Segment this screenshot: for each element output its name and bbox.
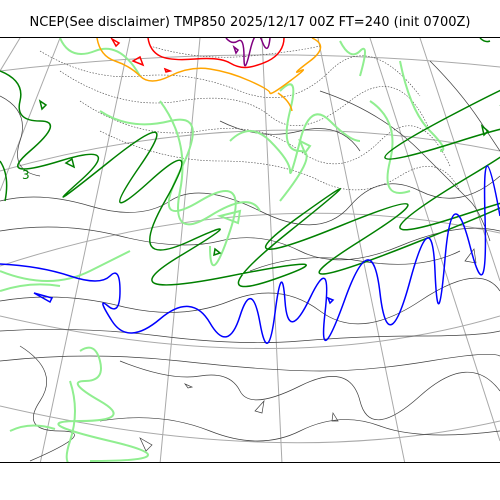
- isotherm-line: [38, 99, 48, 111]
- isotherm-line: [57, 346, 149, 462]
- meridian-line: [317, 38, 406, 462]
- coastline: [249, 250, 461, 272]
- isotherm-line: [99, 110, 237, 267]
- isotherm-line: [0, 165, 500, 344]
- meridian-line: [0, 38, 21, 72]
- coastline: [429, 60, 500, 152]
- isotherm-line: [399, 60, 445, 152]
- meridian-line: [159, 38, 201, 462]
- coastline: [0, 277, 500, 325]
- isotherm-line: [225, 38, 271, 67]
- coastline: [219, 120, 361, 152]
- isotherm-line: [213, 247, 222, 257]
- coastline: [139, 437, 153, 452]
- coastline: [0, 95, 41, 177]
- isotherm-line: [479, 38, 491, 43]
- meridian-line: [419, 38, 500, 282]
- parallel-line: [0, 315, 500, 349]
- parallel-line: [0, 212, 500, 267]
- isotherm-line: [298, 138, 312, 156]
- isotherm-line: [59, 38, 141, 77]
- coastline: [19, 345, 75, 462]
- isotherm-line: [131, 55, 145, 67]
- isotherm-line: [64, 157, 76, 169]
- coastline: [0, 226, 500, 261]
- parallel-line: [0, 129, 500, 172]
- isotherm-red: [110, 38, 285, 73]
- isotherm-line: [369, 100, 411, 194]
- meridian-line: [39, 38, 131, 462]
- meridian-line: [261, 38, 283, 462]
- coastline-layer: [0, 60, 500, 462]
- isotherm-light-green: [0, 38, 445, 462]
- isotherm-line: [65, 380, 76, 462]
- isotherm-line: [216, 209, 242, 225]
- isotherm-line: [279, 83, 308, 202]
- isotherm-purple: [225, 38, 271, 67]
- coastline: [464, 248, 477, 264]
- isotherm-line: [326, 296, 335, 305]
- isotherm-line: [163, 67, 173, 73]
- coastline: [183, 383, 194, 389]
- isotherm-line: [0, 70, 500, 288]
- isotherm-orange: [96, 38, 322, 112]
- isotherm-line: [339, 40, 366, 77]
- isotherm-line: [0, 283, 61, 292]
- map-panel: 3: [0, 37, 500, 463]
- coastline: [331, 411, 339, 422]
- meridian-line: [0, 38, 61, 192]
- map-title: NCEP(See disclaimer) TMP850 2025/12/17 0…: [29, 15, 471, 30]
- isotherm-line: [110, 38, 121, 48]
- isotherm-line: [0, 250, 131, 282]
- graticule: [0, 38, 500, 462]
- isotherm-line: [147, 38, 285, 69]
- coastline: [0, 353, 500, 372]
- isotherm-line: [96, 38, 322, 95]
- coastline: [119, 360, 500, 421]
- meridian-line: [369, 38, 500, 442]
- isotherm-line: [232, 44, 240, 55]
- coastline: [99, 417, 500, 442]
- isotherm-blue: [0, 165, 500, 344]
- contour-label: 3: [22, 168, 30, 182]
- isotherm-line: [33, 292, 54, 304]
- isotherm-line: [277, 92, 293, 112]
- coastline: [319, 90, 491, 242]
- isotherm-line: [229, 113, 361, 174]
- parallel-line: [0, 54, 500, 72]
- isotherm-dark-green: [0, 38, 500, 288]
- coastline: [0, 328, 500, 344]
- temperature-map: 3: [0, 38, 500, 462]
- isotherm-line: [480, 124, 490, 137]
- isotherm-line: [9, 424, 56, 432]
- isotherm-line: [159, 100, 261, 226]
- coastline: [254, 399, 265, 414]
- coastline: [0, 175, 500, 226]
- isotherm-line: [0, 160, 8, 202]
